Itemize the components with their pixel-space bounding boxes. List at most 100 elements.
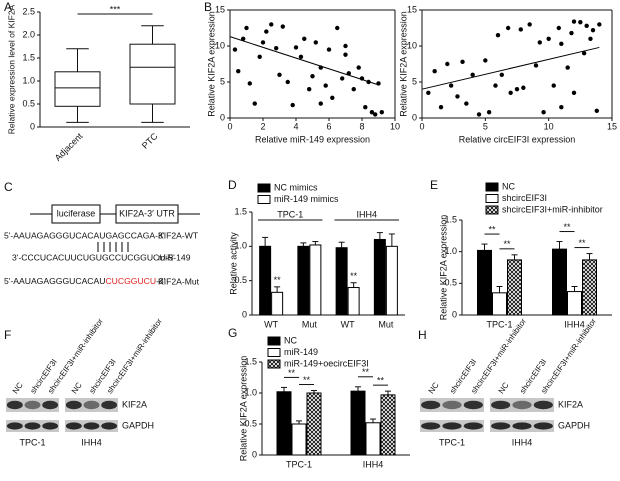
bar xyxy=(297,245,310,316)
point xyxy=(269,22,274,27)
y-tick-label: 0.5 xyxy=(234,275,247,285)
point xyxy=(495,33,501,38)
point xyxy=(505,25,511,31)
lane-label: NC xyxy=(427,381,441,396)
y-tick-label: 0 xyxy=(30,121,35,131)
panel-label: E xyxy=(430,178,438,192)
point xyxy=(302,36,307,41)
y-tick-label: 15 xyxy=(215,4,225,14)
significance-label: ** xyxy=(503,239,511,249)
point xyxy=(584,23,589,29)
point xyxy=(335,25,340,31)
x-tick-label: 4 xyxy=(293,121,298,131)
x-tick-label: 10 xyxy=(390,121,400,131)
cell-label: TPC-1 xyxy=(439,437,465,447)
point xyxy=(518,27,523,32)
x-tick-label: 8 xyxy=(359,121,364,131)
y-axis-label: Relative expression level of KIF2A xyxy=(6,4,16,134)
point xyxy=(244,25,249,31)
legend-swatch xyxy=(485,182,499,192)
point xyxy=(369,110,375,115)
blot-band xyxy=(442,422,462,430)
construct-box xyxy=(51,204,101,224)
sequence: 5'-AAUAGAGGGUCACAUGAGCCAGA-3' xyxy=(4,230,165,240)
trend-line xyxy=(229,36,379,86)
blot-band xyxy=(463,400,483,410)
y-tick-label: 2.0 xyxy=(22,29,35,39)
x-tick-label: Mut xyxy=(302,319,318,329)
legend-label: NC xyxy=(502,181,515,191)
bar xyxy=(259,245,272,316)
significance-label: ** xyxy=(274,275,282,285)
point xyxy=(546,36,551,41)
construct-box-label: KIF2A-3′ UTR xyxy=(119,208,175,218)
point xyxy=(274,45,279,51)
point xyxy=(588,36,593,41)
point xyxy=(351,87,356,92)
point xyxy=(241,36,246,41)
point xyxy=(232,47,238,52)
point xyxy=(470,72,475,78)
bar xyxy=(276,391,292,456)
point xyxy=(247,81,252,86)
panel-label: F xyxy=(4,328,11,342)
point xyxy=(590,27,596,33)
point xyxy=(236,69,241,74)
blot-band xyxy=(24,400,41,410)
point xyxy=(460,59,465,65)
blot-band xyxy=(533,422,553,430)
y-tick-label: 5 xyxy=(220,76,225,86)
legend-swatch xyxy=(257,183,271,193)
y-tick-label: 15 xyxy=(407,4,417,14)
x-tick-label: 6 xyxy=(326,121,331,131)
construct-box-label: luciferase xyxy=(57,208,96,218)
significance-label: ** xyxy=(563,222,571,232)
x-tick-label: 10 xyxy=(544,121,554,131)
y-axis-label: Relative KIF2A expression xyxy=(238,356,248,462)
bar xyxy=(380,394,396,456)
blot-band xyxy=(421,400,441,410)
panel-label: C xyxy=(4,180,13,194)
point xyxy=(537,40,542,45)
y-axis-label: Relative KIF2A expression xyxy=(206,11,216,117)
x-tick-label: IHH4 xyxy=(564,319,585,329)
x-tick-label: WT xyxy=(264,319,278,329)
box xyxy=(129,43,176,105)
point xyxy=(565,65,570,70)
x-tick-label: WT xyxy=(341,319,355,329)
significance-label: ** xyxy=(578,238,586,248)
sequence: 5'-AAUAGAGGGUCACAUCUCGGUCU-3' xyxy=(4,276,166,286)
sequence-label: miR-149 xyxy=(158,252,191,262)
point xyxy=(310,74,315,79)
blot-band xyxy=(491,422,511,430)
bar xyxy=(552,248,567,316)
blot-band xyxy=(463,422,483,430)
blot-band xyxy=(42,400,59,410)
point xyxy=(277,72,282,78)
panel-label: A xyxy=(4,0,12,14)
blot-band xyxy=(491,400,511,410)
cell-label: IHH4 xyxy=(512,437,533,447)
point xyxy=(533,63,539,68)
point xyxy=(455,94,460,99)
point xyxy=(438,105,444,110)
significance-label: *** xyxy=(110,4,121,14)
point xyxy=(343,52,348,57)
point xyxy=(556,25,561,31)
point xyxy=(343,43,348,49)
y-tick-label: 0.5 xyxy=(244,418,257,428)
point xyxy=(252,101,257,106)
bar xyxy=(309,244,322,316)
significance-label: ** xyxy=(377,376,385,386)
protein-label: GAPDH xyxy=(558,420,590,430)
bar xyxy=(373,238,386,316)
blot-band xyxy=(42,422,59,430)
significance-label: ** xyxy=(488,224,496,234)
point xyxy=(476,112,482,117)
point xyxy=(356,65,361,70)
point xyxy=(569,30,574,36)
pairing xyxy=(97,242,129,252)
point xyxy=(260,40,266,45)
sequence-part: 5'-AAUAGAGGGUCACAU xyxy=(4,276,105,286)
point xyxy=(285,79,290,85)
